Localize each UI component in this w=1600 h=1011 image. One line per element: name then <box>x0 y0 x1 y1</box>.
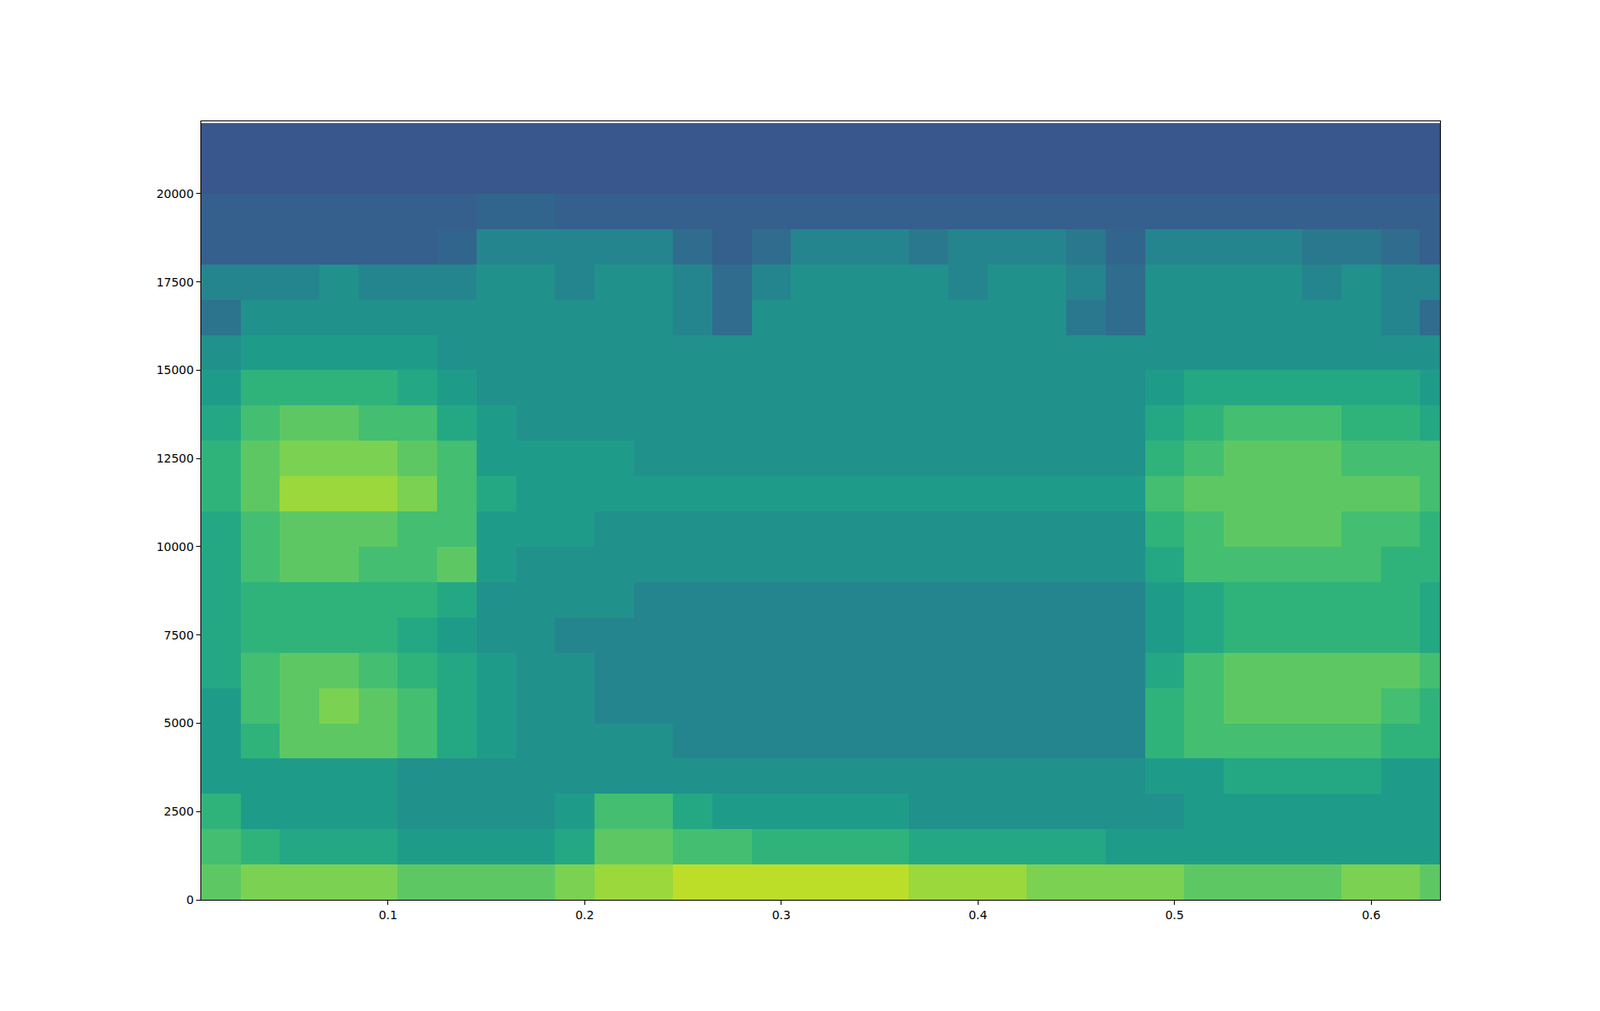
svg-text:7500: 7500 <box>164 628 195 642</box>
svg-text:0.2: 0.2 <box>575 907 594 922</box>
svg-text:0.4: 0.4 <box>968 907 987 922</box>
svg-text:20000: 20000 <box>156 186 195 201</box>
svg-text:10000: 10000 <box>156 539 195 554</box>
svg-text:0.6: 0.6 <box>1361 907 1381 922</box>
svg-text:0.3: 0.3 <box>772 907 791 922</box>
svg-text:17500: 17500 <box>156 275 195 289</box>
svg-text:5000: 5000 <box>164 715 195 730</box>
svg-text:0.1: 0.1 <box>378 907 398 922</box>
svg-text:2500: 2500 <box>164 804 195 818</box>
svg-text:15000: 15000 <box>156 362 195 377</box>
svg-text:0: 0 <box>186 892 194 907</box>
svg-text:0.5: 0.5 <box>1165 907 1184 922</box>
svg-text:12500: 12500 <box>156 451 195 465</box>
